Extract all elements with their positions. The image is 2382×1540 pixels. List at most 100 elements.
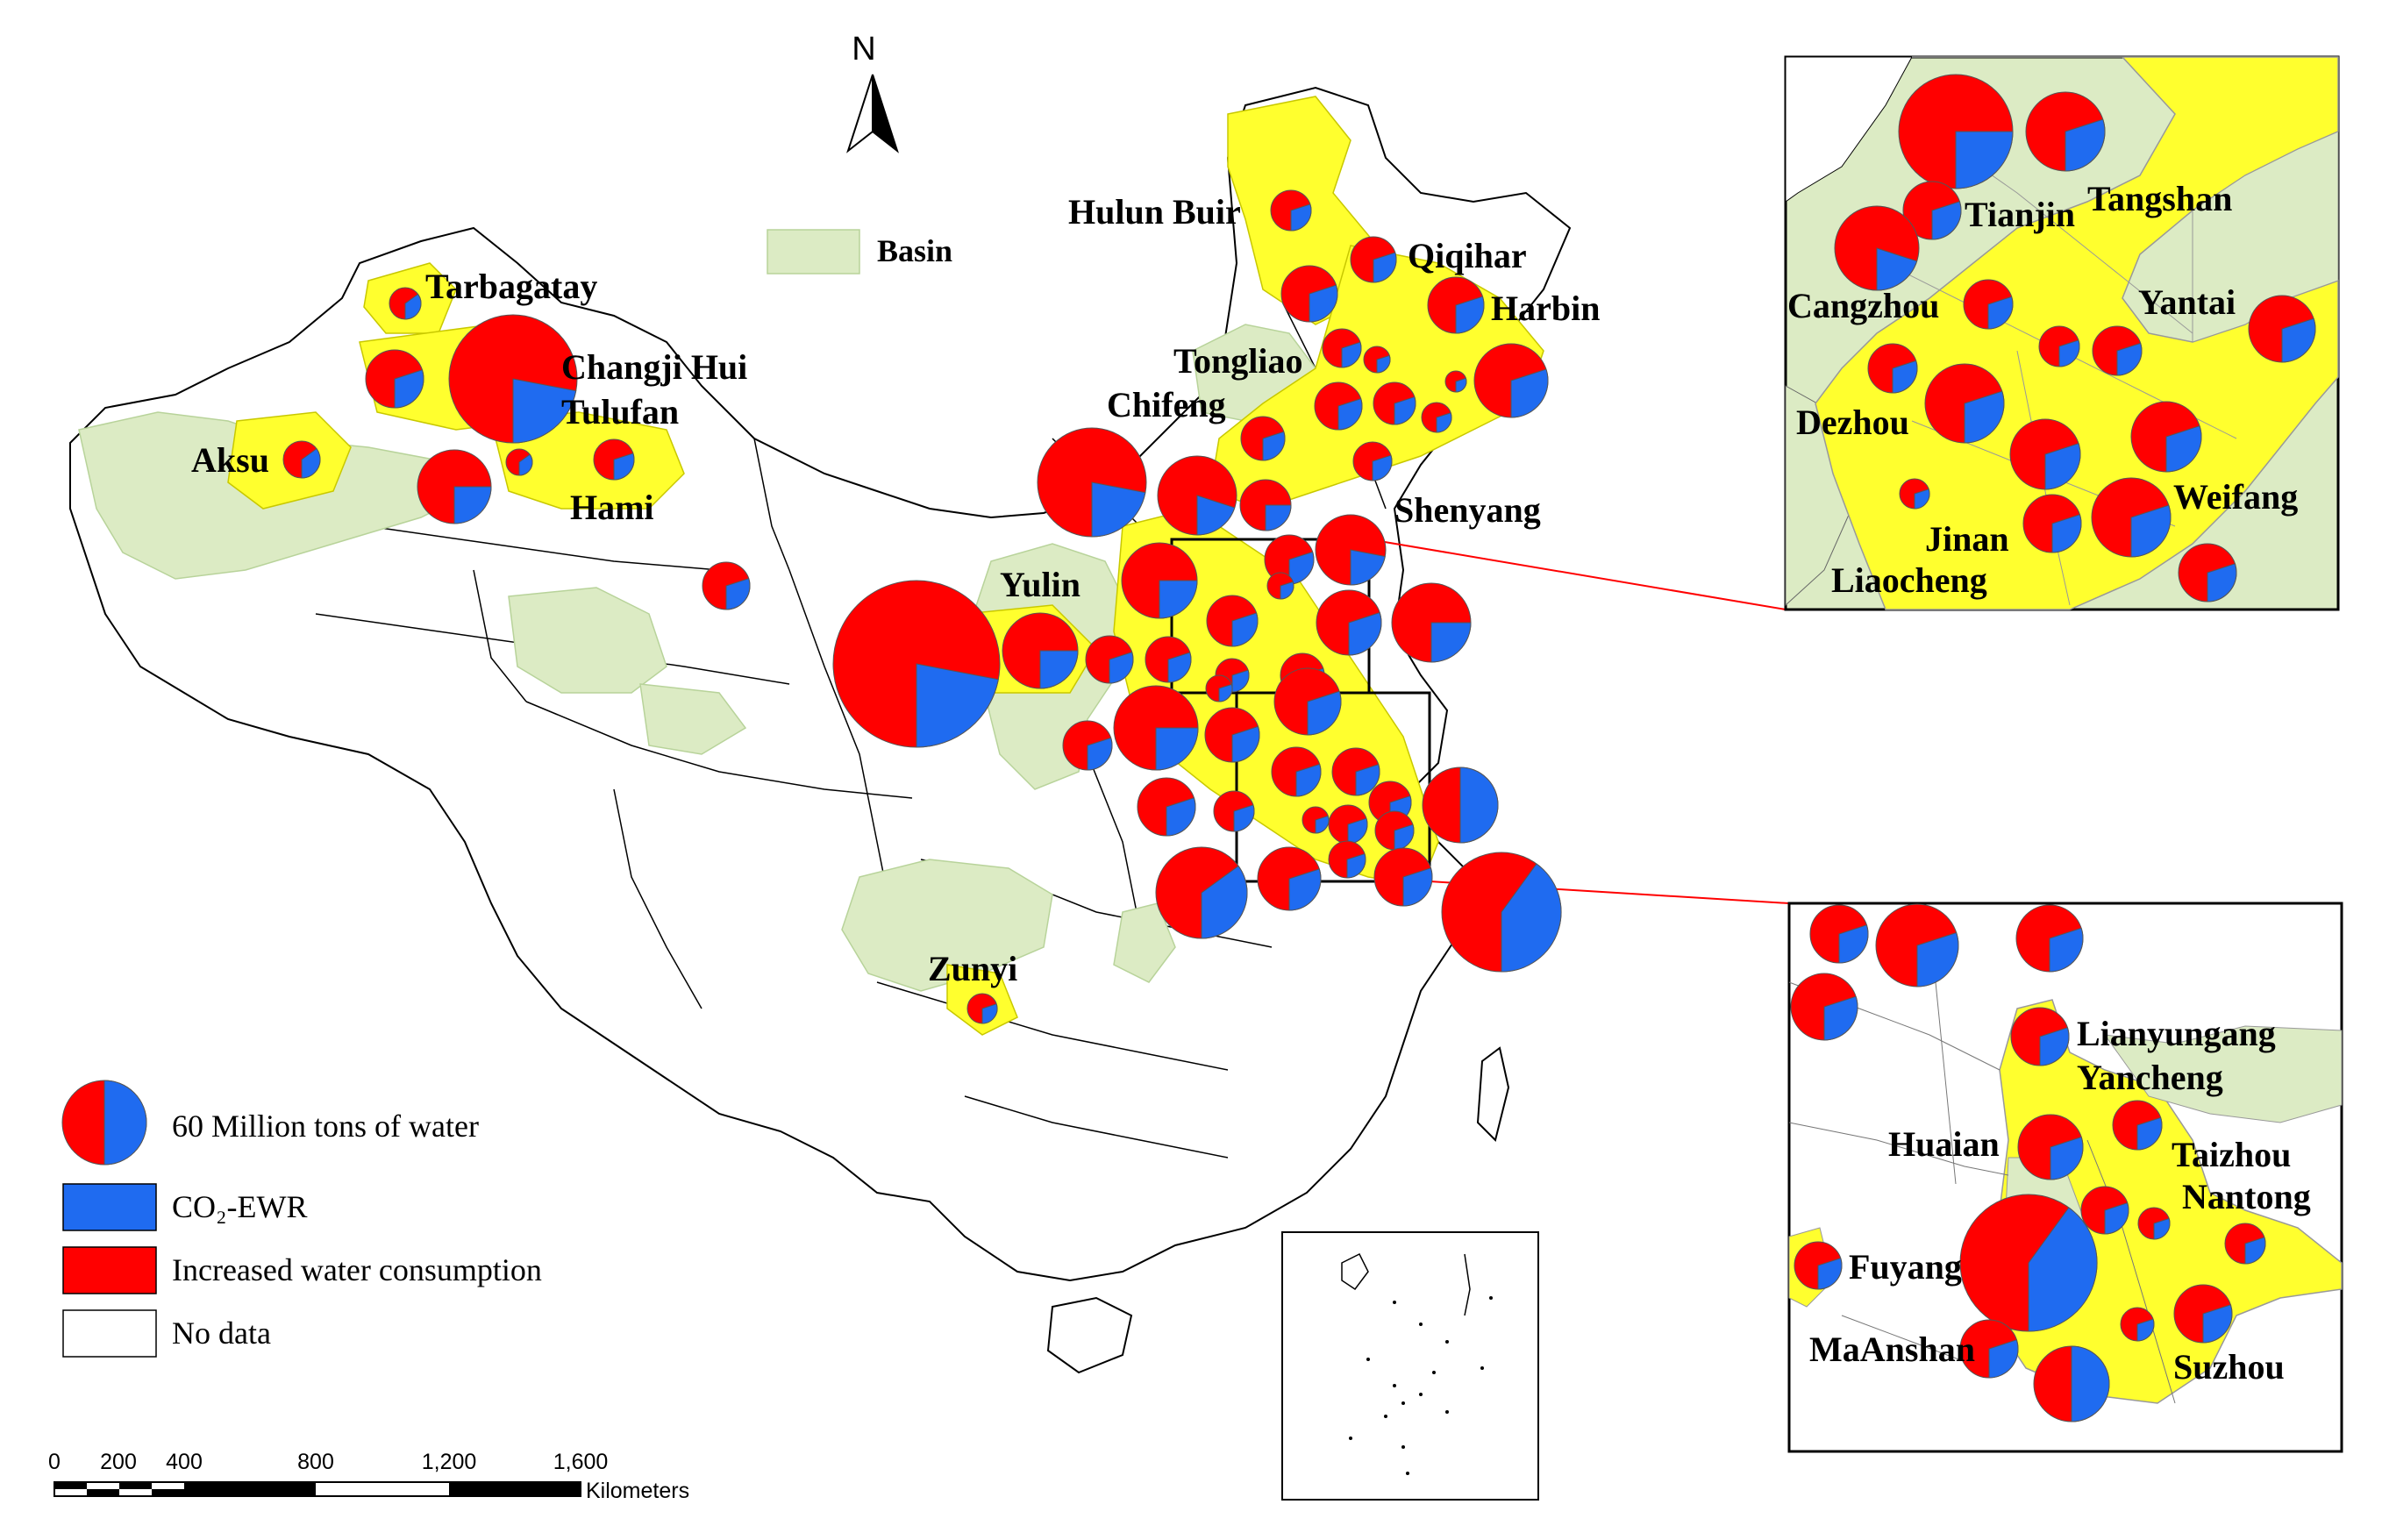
pie-symbol [1270, 189, 1312, 232]
legend: 60 Million tons of water CO₂-EWR Increas… [61, 1080, 542, 1358]
pie-symbol [1875, 903, 1959, 987]
pie-symbol [1264, 534, 1315, 585]
pie-co2-slice [613, 453, 635, 481]
taiwan-island [1476, 1046, 1510, 1142]
pie-co2-slice [1348, 611, 1382, 656]
pie-co2-slice [1315, 815, 1330, 834]
pie-co2-slice [1231, 725, 1260, 763]
pie-co2-slice [1916, 931, 1959, 987]
pie-co2-slice [1436, 412, 1452, 433]
inset-city-label: Weifang [2173, 477, 2298, 517]
pie-symbol [1373, 847, 1433, 907]
pie-co2-slice [2058, 339, 2080, 367]
pie-co2-slice [453, 486, 492, 524]
pie-symbol [1240, 416, 1286, 461]
pie-symbol [1062, 720, 1113, 771]
city-label: Qiqihar [1408, 236, 1527, 275]
main-city-labels: Tarbagatay Changji Hui Tulufan Aksu Hami… [191, 192, 1600, 988]
pie-symbol [2038, 325, 2080, 367]
pie-symbol [505, 448, 533, 476]
pie-symbol [2017, 1114, 2084, 1180]
pie-co2-slice [2136, 1318, 2155, 1342]
north-arrow: N [846, 31, 899, 153]
pie-symbol [1790, 973, 1858, 1041]
inset-city-label: Suzhou [2173, 1347, 2285, 1387]
pie-symbol [365, 349, 424, 409]
scale-tick: 1,200 [422, 1450, 477, 1474]
pie-co2-slice [916, 663, 999, 748]
pie-symbol [1473, 343, 1549, 418]
legend-nodata-label: No data [172, 1315, 271, 1351]
pie-symbol [2080, 1186, 2129, 1235]
pie-co2-slice [1167, 652, 1192, 683]
pie-symbol [2092, 325, 2143, 376]
pie-symbol [1113, 685, 1199, 771]
pie-co2-slice [1039, 650, 1079, 689]
city-label: Changji Hui [561, 347, 747, 387]
pie-co2-slice [1931, 201, 1962, 240]
inset-city-label: Tangshan [2087, 179, 2232, 218]
pie-symbol [1002, 612, 1079, 689]
scale-tick: 800 [297, 1450, 334, 1474]
city-label: Hulun Buir [1068, 192, 1241, 232]
pie-co2-slice [2050, 1136, 2084, 1180]
inset-city-label: Yancheng [2077, 1058, 2223, 1097]
pie-symbol [1959, 1194, 2098, 1332]
pie-co2-slice [1231, 669, 1250, 693]
pie-co2-slice [1218, 683, 1233, 702]
pie-co2-slice [1373, 252, 1397, 283]
inset-city-label: Lianyungang [2077, 1014, 2276, 1053]
pie-symbol [1352, 441, 1393, 481]
city-label: Tulufan [561, 392, 679, 431]
pie-co2-slice [1288, 868, 1322, 911]
pie-co2-slice [1430, 622, 1472, 663]
pie-symbol [417, 449, 492, 524]
pie-co2-slice [1914, 488, 1930, 510]
pie-co2-slice [1290, 203, 1312, 232]
pie-symbol [702, 561, 751, 610]
pie-symbol [2178, 543, 2237, 602]
pie-symbol [1899, 478, 1930, 510]
pie-co2-slice [1964, 390, 2005, 444]
pie-symbol [832, 580, 1001, 748]
inset-south: Lianyungang Yancheng Huaian Taizhou Nant… [1787, 902, 2343, 1453]
pie-symbol [1213, 790, 1255, 832]
pie-symbol [1867, 343, 1918, 394]
pie-co2-slice [981, 1003, 998, 1024]
pie-symbol [2224, 1223, 2266, 1265]
pie-symbol [282, 440, 321, 479]
pie-symbol [1257, 846, 1322, 911]
pie-symbol [1137, 777, 1196, 837]
scale-tick: 1,600 [553, 1450, 609, 1474]
pie-co2-slice [1231, 612, 1259, 647]
city-label: Hami [570, 488, 654, 527]
pie-symbol [1266, 572, 1294, 600]
pie-co2-slice [1155, 727, 1199, 771]
pie-co2-slice [2202, 1304, 2233, 1344]
legend-nodata-swatch [62, 1309, 157, 1358]
pie-symbol [1331, 747, 1380, 796]
pie-co2-slice [2044, 443, 2081, 490]
pie-symbol [2015, 904, 2084, 973]
pie-co2-slice [1455, 377, 1467, 393]
pie-symbol [1157, 455, 1237, 536]
pie-symbol [1427, 276, 1485, 334]
pie-symbol [1809, 904, 1869, 964]
pie-co2-slice [1459, 766, 1499, 844]
pie-symbol [2130, 401, 2202, 473]
city-label: Zunyi [928, 949, 1017, 988]
pie-symbol [2120, 1307, 2155, 1342]
pie-symbol [61, 1080, 147, 1166]
pie-co2-slice [2281, 317, 2316, 363]
pie-co2-slice [1307, 690, 1342, 736]
pie-co2-slice [1987, 296, 2014, 330]
pie-symbol [1373, 381, 1416, 425]
pie-symbol [2009, 418, 2081, 490]
inset-city-label: Liaocheng [1831, 560, 1987, 600]
pie-co2-slice [394, 369, 424, 409]
pie-co2-slice [1196, 495, 1236, 536]
pie-symbol [1898, 74, 2014, 189]
inset-city-label: Tianjin [1965, 195, 2075, 234]
legend-increased-swatch [62, 1246, 157, 1294]
pie-co2-slice [1091, 481, 1146, 538]
